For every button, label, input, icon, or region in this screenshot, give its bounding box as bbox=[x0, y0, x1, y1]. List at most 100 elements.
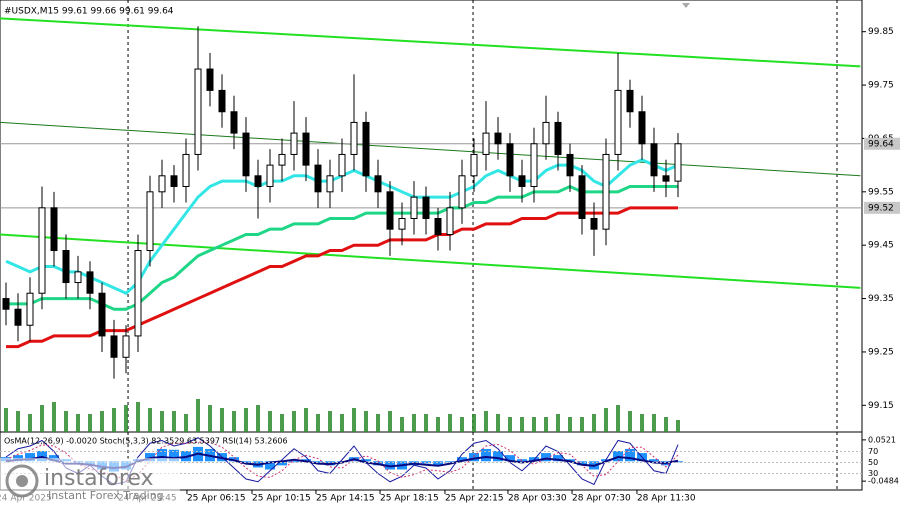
watermark-tagline: Instant Forex Trading bbox=[48, 489, 164, 502]
candle-body bbox=[254, 175, 262, 187]
volume-bar bbox=[640, 414, 644, 432]
osma-bar bbox=[649, 459, 659, 462]
x-tick-label: 28 Apr 03:30 bbox=[508, 494, 567, 504]
volume-bar bbox=[52, 402, 56, 432]
osma-bar bbox=[541, 453, 551, 462]
candle-body bbox=[482, 132, 490, 155]
osma-tick-label: 0.0521 bbox=[868, 435, 896, 444]
candle-body bbox=[338, 153, 346, 177]
osma-bar bbox=[553, 455, 563, 462]
candle-body bbox=[374, 175, 382, 193]
price-level-label: 99.64 bbox=[868, 139, 894, 149]
candle-body bbox=[422, 196, 430, 219]
volume-bar bbox=[316, 414, 320, 432]
volume-bar bbox=[676, 420, 680, 432]
volume-bar bbox=[460, 417, 464, 432]
candle-body bbox=[122, 335, 130, 358]
candle-body bbox=[206, 68, 214, 91]
osma-bar bbox=[505, 455, 515, 462]
volume-bar bbox=[136, 402, 140, 432]
volume-bar bbox=[556, 414, 560, 432]
candle-body bbox=[566, 153, 574, 177]
osma-bar bbox=[277, 461, 287, 466]
trendline bbox=[0, 17, 861, 68]
volume-bar bbox=[436, 417, 440, 432]
candle-body bbox=[542, 121, 550, 145]
osma-bar bbox=[433, 461, 443, 466]
indicator-title: OsMA(12,26,9) -0.0020 Stoch(5,3,3) 82.35… bbox=[4, 437, 288, 446]
osma-bar bbox=[241, 461, 251, 464]
candle-body bbox=[446, 207, 454, 236]
candle-body bbox=[470, 153, 478, 177]
osma-bar bbox=[421, 461, 431, 464]
x-tick-label: 25 Apr 06:15 bbox=[187, 494, 246, 504]
candle-body bbox=[326, 175, 334, 193]
osma-bar bbox=[289, 461, 299, 463]
volume-bar bbox=[520, 417, 524, 432]
candle-body bbox=[242, 132, 250, 177]
volume-bar bbox=[352, 408, 356, 432]
candle-body bbox=[2, 298, 10, 310]
volume-bar bbox=[208, 405, 212, 432]
osma-bar bbox=[673, 461, 683, 463]
osma-bar bbox=[577, 461, 587, 466]
candle-body bbox=[290, 132, 298, 155]
volume-bar bbox=[532, 417, 536, 432]
volume-bar bbox=[232, 411, 236, 432]
osma-bar bbox=[265, 461, 275, 470]
candle-body bbox=[86, 271, 94, 294]
osma-bar bbox=[229, 457, 239, 462]
volume-bar bbox=[388, 411, 392, 432]
candle-body bbox=[410, 196, 418, 219]
price-level-box bbox=[864, 137, 900, 150]
candle-body bbox=[506, 143, 514, 177]
candle-body bbox=[530, 143, 538, 187]
candle-body bbox=[278, 153, 286, 166]
candle-body bbox=[638, 111, 646, 145]
watermark: instaforex Instant Forex Trading bbox=[0, 458, 180, 505]
volume-bar bbox=[604, 408, 608, 432]
candle-body bbox=[182, 153, 190, 187]
osma-bar bbox=[301, 459, 311, 462]
volume-bar bbox=[304, 408, 308, 432]
volume-bar bbox=[4, 408, 8, 432]
volume-bar bbox=[160, 411, 164, 432]
candle-body bbox=[74, 271, 82, 284]
volume-bar bbox=[220, 408, 224, 432]
volume-bar bbox=[616, 405, 620, 432]
volume-bar bbox=[88, 414, 92, 432]
y-tick-label: 99.45 bbox=[868, 241, 894, 251]
candle-body bbox=[518, 175, 526, 187]
candle-body bbox=[674, 143, 682, 182]
volume-bar bbox=[328, 411, 332, 432]
volume-bar bbox=[268, 411, 272, 432]
volume-bar bbox=[340, 414, 344, 432]
candle-body bbox=[590, 218, 598, 230]
osma-bar bbox=[157, 448, 167, 462]
volume-bar bbox=[580, 417, 584, 432]
volume-bar bbox=[508, 417, 512, 432]
volume-bar bbox=[544, 417, 548, 432]
osma-tick-label: -0.0484 bbox=[868, 477, 899, 486]
candle-body bbox=[614, 89, 622, 155]
volume-bar bbox=[484, 411, 488, 432]
candle-body bbox=[26, 292, 34, 326]
osma-bar bbox=[493, 451, 503, 462]
osma-bar bbox=[481, 448, 491, 462]
candle-body bbox=[134, 250, 142, 337]
candle-body bbox=[38, 207, 46, 294]
y-tick-label: 99.25 bbox=[868, 347, 894, 357]
volume-bar bbox=[100, 411, 104, 432]
candle-body bbox=[386, 191, 394, 230]
osma-bar bbox=[25, 453, 35, 462]
volume-bar bbox=[592, 414, 596, 432]
watermark-logo bbox=[5, 464, 39, 498]
volume-bar bbox=[256, 405, 260, 432]
candle-body bbox=[662, 175, 670, 182]
candle-body bbox=[14, 308, 22, 326]
candle-body bbox=[266, 164, 274, 187]
volume-bar bbox=[568, 417, 572, 432]
volume-bar bbox=[184, 414, 188, 432]
y-tick-label: 99.35 bbox=[868, 294, 894, 304]
price-level-box bbox=[864, 201, 900, 214]
